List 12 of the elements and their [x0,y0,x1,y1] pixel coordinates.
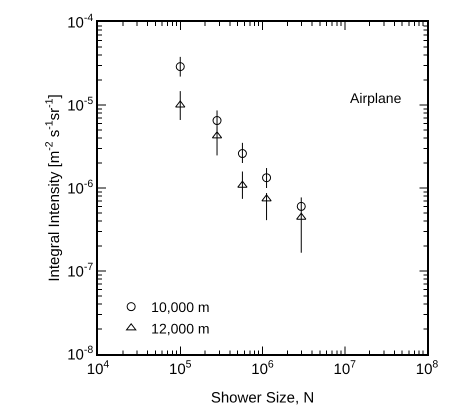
x-tick-label: 10$^{6}$ [251,358,274,378]
x-axis-title: Shower Size, N [210,389,314,406]
y-tick-label: 10$^{-7}$ [67,260,94,280]
x-tick-label: 10$^{5}$ [168,358,192,378]
legend-label: 10,000 m [151,299,210,316]
x-tick-label: 10$^{7}$ [333,358,356,378]
annotation: Airplane [350,90,402,106]
legend-label: 12,000 m [151,320,210,336]
y-tick-label: 10$^{-4}$ [67,12,94,32]
y-tick-label: 10$^{-5}$ [67,94,94,114]
y-tick-label: 10$^{-6}$ [67,178,94,198]
x-tick-label: 10$^{8}$ [416,358,438,378]
